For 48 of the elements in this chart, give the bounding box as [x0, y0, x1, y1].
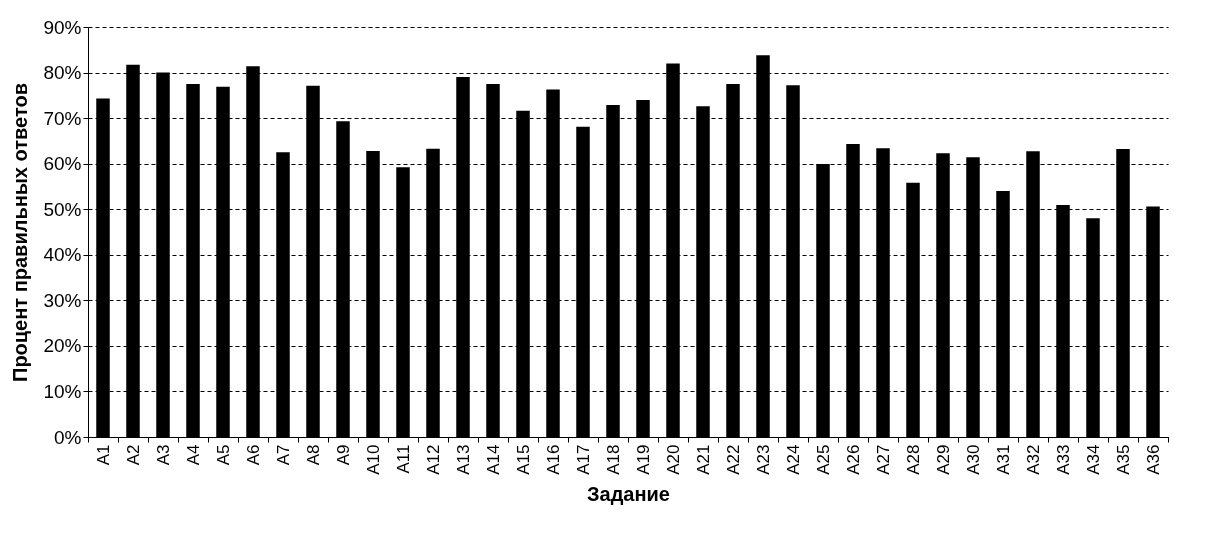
y-tick-label: 30% — [43, 289, 82, 311]
x-tick-label: A13 — [453, 444, 473, 475]
x-tick-label: A17 — [573, 444, 593, 475]
x-tick-label: A7 — [273, 444, 293, 466]
y-tick-label: 50% — [43, 198, 82, 220]
x-tick-label: A6 — [243, 444, 263, 466]
x-tick-label: A25 — [813, 444, 833, 475]
x-tick-label: A1 — [93, 444, 113, 466]
x-tick-label: A20 — [663, 444, 683, 475]
x-tick-label: A31 — [993, 444, 1013, 475]
x-tick-label: A27 — [873, 444, 893, 475]
y-tick-label: 40% — [43, 244, 82, 266]
x-tick-label: A10 — [363, 444, 383, 475]
x-tick-label: A32 — [1023, 444, 1043, 475]
y-tick-label: 70% — [43, 107, 82, 129]
y-tick-label: 10% — [43, 380, 82, 402]
x-tick-label: A5 — [213, 444, 233, 466]
x-tick-label: A15 — [513, 444, 533, 475]
x-tick-label: A2 — [123, 444, 143, 466]
x-tick-label: A30 — [963, 444, 983, 475]
y-axis-title: Процент правильных ответов — [9, 83, 32, 382]
y-tick-label: 0% — [54, 426, 82, 448]
x-tick-label: A14 — [483, 444, 503, 475]
x-tick-label: A3 — [153, 444, 173, 466]
x-tick-label: A28 — [903, 444, 923, 475]
x-tick-label: A22 — [723, 444, 743, 475]
x-tick-label: A12 — [423, 444, 443, 475]
x-tick-label: A26 — [843, 444, 863, 475]
x-tick-label: A18 — [603, 444, 623, 475]
y-tick-label: 20% — [43, 335, 82, 357]
x-tick-label: A4 — [183, 444, 203, 466]
x-tick-label: A35 — [1113, 444, 1133, 475]
x-tick-label: A8 — [303, 444, 323, 466]
x-tick-label: A34 — [1083, 444, 1103, 475]
y-tick-label: 80% — [43, 62, 82, 84]
x-tick-label: A21 — [693, 444, 713, 475]
x-tick-label: A9 — [333, 444, 353, 466]
x-tick-label: A23 — [753, 444, 773, 475]
x-tick-label: A19 — [633, 444, 653, 475]
x-tick-label: A11 — [393, 444, 413, 474]
x-tick-label: A16 — [543, 444, 563, 475]
x-tick-label: A29 — [933, 444, 953, 475]
x-axis-title: Задание — [587, 482, 670, 505]
y-tick-label: 90% — [43, 16, 82, 38]
y-tick-label: 60% — [43, 153, 82, 175]
x-tick-label: A24 — [783, 444, 803, 475]
x-tick-label: A36 — [1143, 444, 1163, 475]
x-tick-label: A33 — [1053, 444, 1073, 475]
